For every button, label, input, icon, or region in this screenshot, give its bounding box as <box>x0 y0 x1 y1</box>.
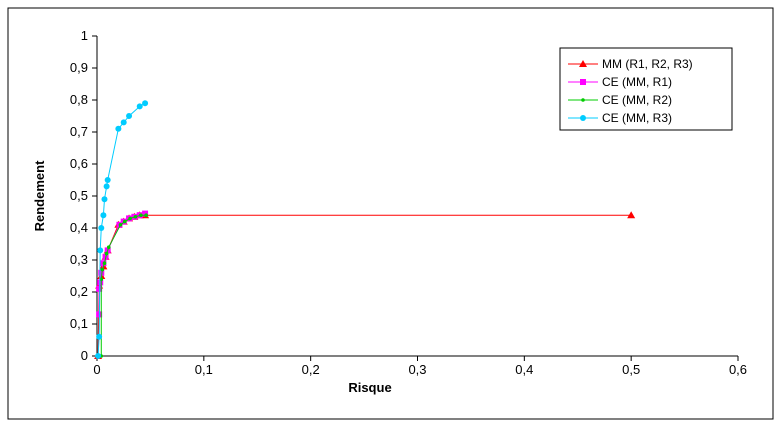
circle-point <box>142 100 149 107</box>
legend-label: CE (MM, R3) <box>602 111 672 125</box>
x-tick-label: 0,2 <box>302 362 320 377</box>
y-tick-label: 0,4 <box>70 220 88 235</box>
square-point <box>96 285 103 292</box>
circle-point <box>101 196 108 203</box>
legend-label: CE (MM, R2) <box>602 93 672 107</box>
dot-point <box>122 219 127 224</box>
legend-box <box>559 47 733 131</box>
circle-point <box>98 225 105 231</box>
circle-point <box>104 177 111 183</box>
series-4 <box>95 100 149 359</box>
dot-point <box>102 261 107 266</box>
x-axis-title: Risque <box>348 380 391 395</box>
circle-point <box>136 103 143 110</box>
y-tick-label: 0,9 <box>70 60 88 75</box>
dot-point <box>106 245 111 249</box>
series-3 <box>99 213 148 358</box>
y-tick-label: 0,6 <box>70 156 88 171</box>
triangle-point <box>627 211 636 219</box>
x-tick-label: 0,3 <box>408 362 426 377</box>
x-tick-label: 0,5 <box>622 362 640 377</box>
legend-entries: MM (R1, R2, R3) CE (MM, R1) CE (MM, R2) CE … <box>568 57 693 125</box>
circle-point <box>580 115 586 121</box>
x-tick-label: 0,4 <box>515 362 533 377</box>
circle-point <box>95 353 102 359</box>
y-tick-label: 0,5 <box>70 188 88 203</box>
chart-legend: MM (R1, R2, R3) CE (MM, R1) CE (MM, R2) CE … <box>559 47 733 131</box>
x-tick-label: 0 <box>93 362 100 377</box>
circle-point <box>120 119 127 126</box>
ticks-layer: 0 0,1 0,2 0,3 0,4 0,5 0,6 0,7 0,8 0,9 1 0 0,1 0,2 0,3 0… <box>70 28 747 377</box>
y-tick-label: 1 <box>81 28 88 43</box>
dot-point <box>133 215 138 219</box>
square-point <box>98 269 105 276</box>
dot-point <box>99 277 104 282</box>
legend-label: MM (R1, R2, R3) <box>602 57 693 71</box>
x-tick-label: 0,6 <box>729 362 747 377</box>
series-layer <box>94 100 636 359</box>
dot-point <box>100 267 105 272</box>
dot-point <box>581 98 585 102</box>
y-tick-label: 0,7 <box>70 124 88 139</box>
y-tick-label: 0 <box>81 348 88 363</box>
y-axis-title: Rendement <box>32 160 47 231</box>
circle-point <box>103 183 110 190</box>
y-tick-label: 0,3 <box>70 252 88 267</box>
circle-point <box>115 125 122 132</box>
x-tick-label: 0,1 <box>195 362 213 377</box>
dot-point <box>104 251 109 256</box>
square-point <box>142 210 149 217</box>
square-point <box>580 79 586 85</box>
legend-label: CE (MM, R1) <box>602 75 672 89</box>
circle-point <box>126 113 133 119</box>
dot-point <box>118 223 123 227</box>
dot-point <box>139 213 143 217</box>
y-tick-label: 0,2 <box>70 284 88 299</box>
circle-point <box>96 333 103 340</box>
circle-point <box>100 212 107 219</box>
triangle-point <box>579 60 587 67</box>
y-tick-label: 0,1 <box>70 316 88 331</box>
y-tick-label: 0,8 <box>70 92 88 107</box>
dot-point <box>128 216 132 221</box>
dot-point <box>144 213 148 217</box>
circle-point <box>97 247 104 254</box>
